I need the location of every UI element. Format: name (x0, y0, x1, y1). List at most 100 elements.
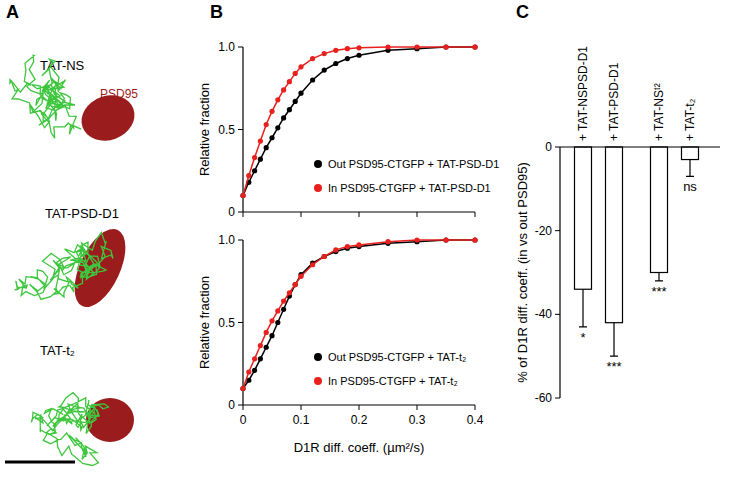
significance: *** (651, 284, 666, 299)
significance: *** (606, 359, 621, 374)
y-tick (555, 230, 560, 231)
cdf-marker (356, 242, 361, 247)
error-bar (579, 289, 587, 327)
y-tick (238, 129, 243, 130)
y-tick (238, 240, 243, 241)
condition-label: TAT-PSD-D1 (45, 206, 119, 221)
cdf-line (243, 47, 475, 196)
cdf-marker (385, 44, 390, 49)
cdf-marker (333, 48, 338, 53)
cdf-marker (443, 44, 448, 49)
cdf-marker (333, 61, 338, 66)
y-axis (559, 147, 560, 398)
legend-marker (314, 377, 322, 385)
cdf-marker (281, 115, 286, 120)
zero-line (560, 146, 720, 147)
legend-marker (314, 160, 322, 168)
x-tick (417, 212, 418, 217)
panel-label: B (210, 2, 223, 22)
cdf-marker (310, 77, 315, 82)
cdf-marker (269, 109, 274, 114)
trajectory (15, 233, 113, 300)
data-group (240, 44, 477, 198)
scale-bar (5, 461, 75, 464)
x-tick (359, 212, 360, 217)
cdf-marker (356, 45, 361, 50)
cdf-marker (298, 274, 303, 279)
x-tick (301, 212, 302, 217)
bar (651, 147, 668, 273)
cdf-marker (298, 91, 303, 96)
legend-label: Out PSD95-CTGFP + TAT-PSD-D1 (328, 158, 499, 170)
condition-label: TAT-t₂ (40, 343, 75, 358)
y-tick (238, 212, 243, 213)
y-tick (238, 405, 243, 406)
y-tick-label: 0.5 (218, 123, 235, 137)
x-tick (243, 212, 244, 217)
y-tick (555, 398, 560, 399)
data-group (240, 237, 477, 391)
significance: * (580, 330, 585, 345)
cdf-line (243, 240, 475, 389)
cdf-marker (269, 333, 274, 338)
cdf-marker (281, 87, 286, 92)
cdf-marker (472, 237, 477, 242)
cdf-marker (240, 386, 245, 391)
cdf-marker (246, 369, 251, 374)
x-tick (475, 405, 476, 410)
y-tick-label: -40 (535, 307, 553, 321)
y-tick-label: -60 (535, 391, 553, 405)
cdf-marker (322, 254, 327, 259)
cdf-marker (333, 247, 338, 252)
x-tick-label: 0.1 (293, 413, 310, 427)
cdf-marker (240, 386, 245, 391)
cdf-marker (293, 282, 298, 287)
cdf-marker (310, 56, 315, 61)
cdf-marker (356, 53, 361, 58)
cdf-marker (246, 173, 251, 178)
cdf-marker (310, 262, 315, 267)
cdf-marker (293, 71, 298, 76)
trajectory (31, 393, 108, 466)
cdf-marker (281, 298, 286, 303)
cdf-marker (472, 44, 477, 49)
cdf-marker (275, 320, 280, 325)
cdf-marker (345, 244, 350, 249)
cdf-marker (281, 307, 286, 312)
cdf-marker (443, 237, 448, 242)
significance: ns (683, 179, 697, 194)
cdf-marker (269, 135, 274, 140)
cdf-marker (264, 122, 269, 127)
category-label: + TAT-NSᵗ² (652, 83, 666, 141)
y-axis-label: % of D1R diff. coeff. (in vs out PSD95) (515, 162, 530, 383)
y-axis-label: Relative fraction (197, 83, 212, 176)
cdf-marker (264, 145, 269, 150)
panel-label: C (516, 2, 529, 22)
x-tick-label: 0.3 (409, 413, 426, 427)
cdf-marker (298, 64, 303, 69)
x-axis-label: D1R diff. coeff. (µm²/s) (294, 440, 425, 455)
figure: ATAT-NSTAT-PSD-D1TAT-t₂PSD95B00.51.0Rela… (0, 0, 744, 483)
cdf-marker (287, 79, 292, 84)
legend-label: In PSD95-CTGFP + TAT-t₂ (328, 375, 458, 387)
error-bar (686, 160, 694, 177)
error-bar (610, 323, 618, 356)
category-label: + TAT-t₂ (683, 98, 697, 141)
x-tick (417, 405, 418, 410)
cdf-plot: B00.51.0Relative fractionOut PSD95-CTGFP… (197, 2, 499, 219)
x-tick (359, 405, 360, 410)
cdf-marker (269, 318, 274, 323)
cdf-marker (258, 157, 263, 162)
legend-label: In PSD95-CTGFP + TAT-PSD-D1 (328, 182, 491, 194)
cdf-line (243, 47, 475, 196)
cdf-marker (414, 44, 419, 49)
y-tick-label: 0 (228, 205, 235, 219)
cdf-line (243, 240, 475, 389)
cdf-marker (293, 282, 298, 287)
cdf-marker (322, 68, 327, 73)
cdf-marker (275, 97, 280, 102)
cdf-marker (385, 239, 390, 244)
cdf-marker (443, 237, 448, 242)
x-tick (243, 405, 244, 410)
y-tick-label: 1.0 (218, 233, 235, 247)
